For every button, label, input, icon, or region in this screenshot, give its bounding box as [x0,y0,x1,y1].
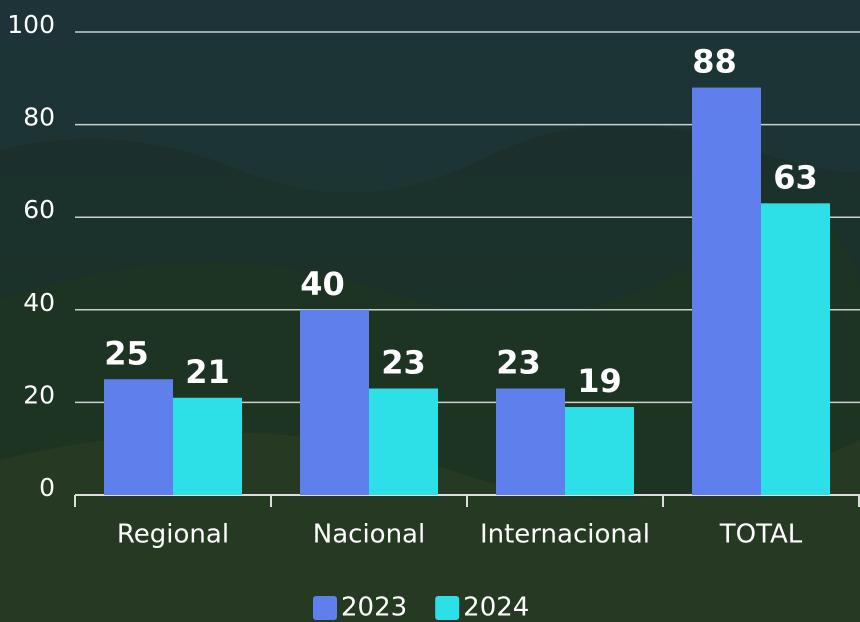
legend-swatch [313,596,337,620]
bar [496,388,565,495]
value-label: 40 [300,265,345,303]
x-tick-label: TOTAL [719,520,803,550]
legend-label: 2024 [463,593,529,622]
bar [761,203,830,495]
y-tick-label: 100 [7,10,55,39]
x-tick-label: Nacional [313,520,425,550]
y-tick-label: 60 [23,195,55,224]
value-label: 21 [185,353,230,391]
value-label: 63 [773,158,818,196]
y-tick-label: 20 [23,380,55,409]
bar [104,379,173,495]
y-tick-label: 0 [39,473,55,502]
bar [692,87,761,495]
bar [369,388,438,495]
value-label: 23 [381,344,426,382]
x-tick-label: Internacional [480,520,650,550]
bar [300,309,369,495]
bar [173,397,242,495]
y-tick-label: 80 [23,103,55,132]
bar [565,407,634,495]
value-label: 88 [692,43,737,81]
x-tick-label: Regional [117,520,229,550]
value-label: 25 [104,334,149,372]
value-label: 23 [496,344,541,382]
legend-swatch [435,596,460,620]
y-tick-label: 40 [23,288,55,317]
legend-label: 2023 [341,593,407,622]
value-label: 19 [577,362,622,400]
